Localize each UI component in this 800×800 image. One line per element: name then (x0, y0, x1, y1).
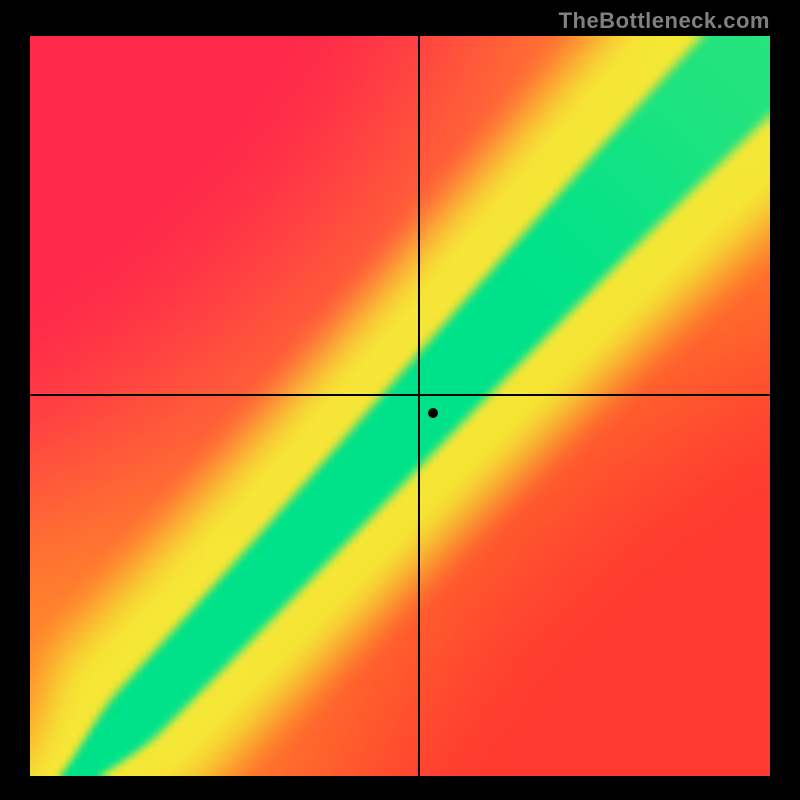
heatmap-canvas (30, 36, 770, 776)
watermark-text: TheBottleneck.com (559, 8, 770, 34)
figure-container: TheBottleneck.com (0, 0, 800, 800)
marker-dot (428, 408, 438, 418)
chart-area (30, 36, 770, 776)
crosshair-vertical (418, 36, 420, 776)
crosshair-horizontal (30, 394, 770, 396)
